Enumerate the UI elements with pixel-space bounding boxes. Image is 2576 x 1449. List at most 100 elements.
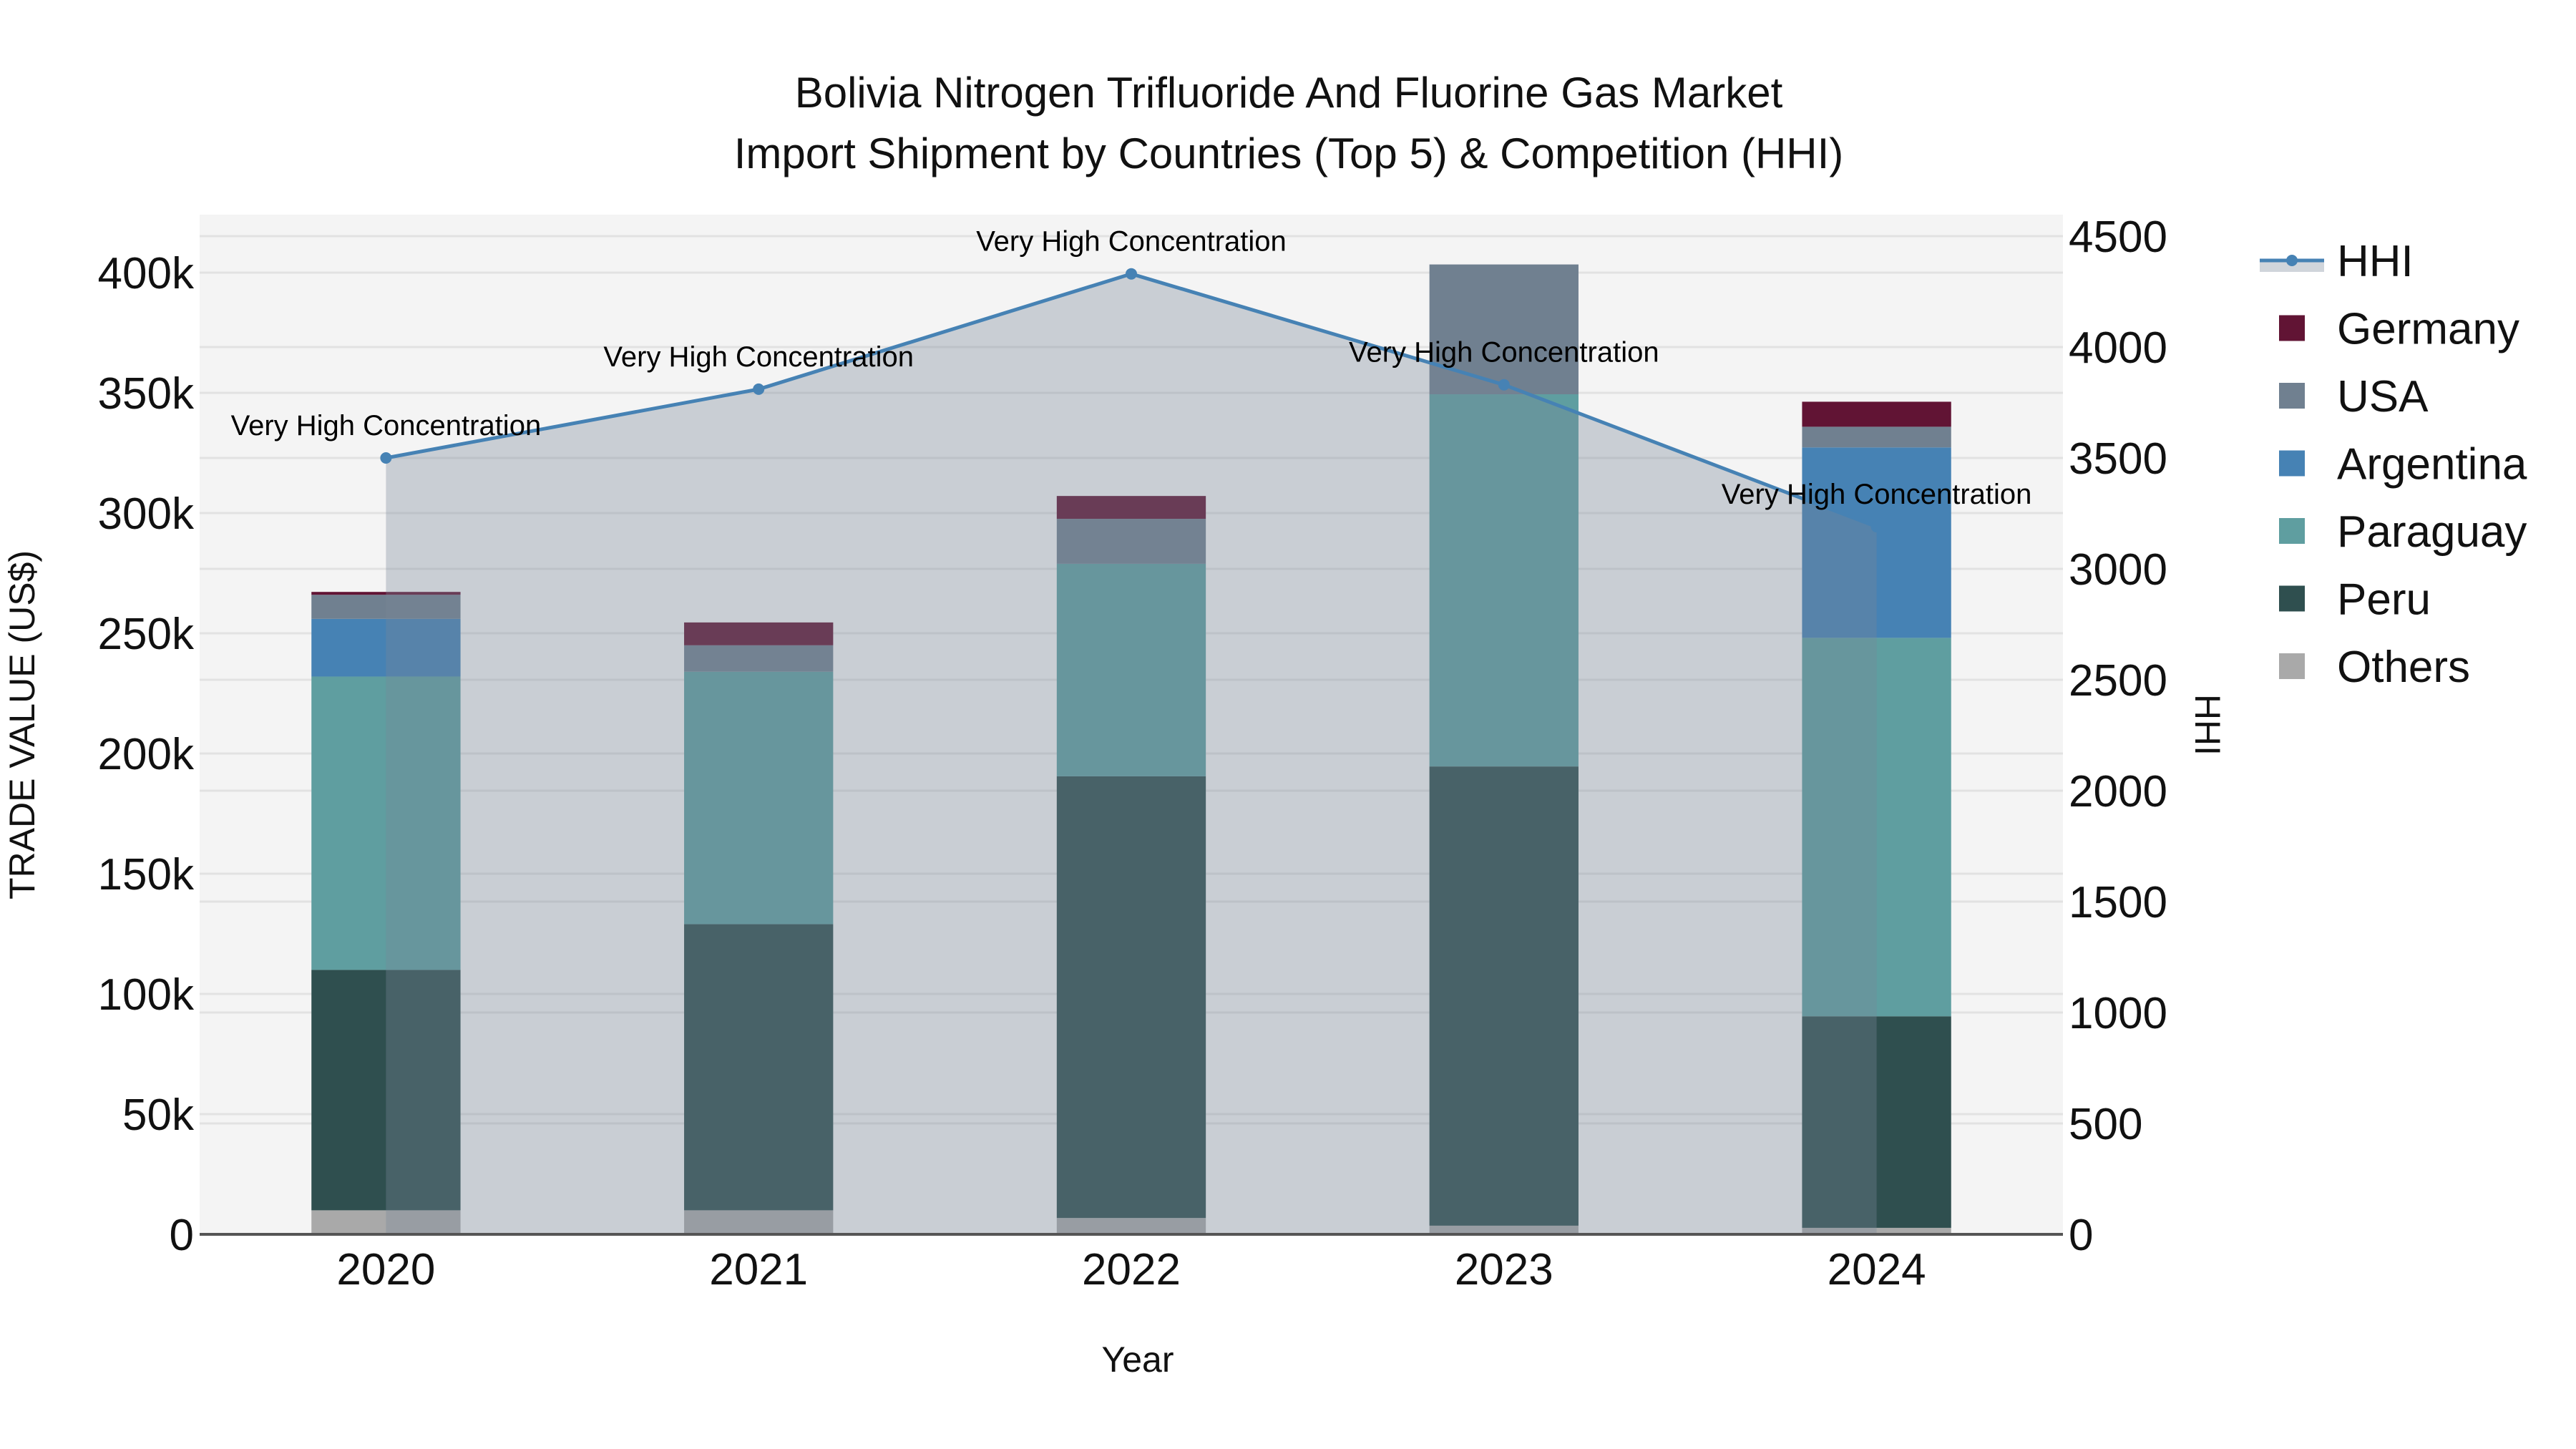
- bar-segment-usa[interactable]: [1802, 426, 1951, 448]
- legend-label: Paraguay: [2337, 507, 2527, 557]
- bar-segment-peru[interactable]: [311, 970, 461, 1211]
- hhi-annotation: Very High Concentration: [1349, 337, 1659, 369]
- bar-segment-germany[interactable]: [311, 592, 461, 595]
- legend-swatch-icon: [2279, 450, 2305, 477]
- bar-segment-peru[interactable]: [1802, 1016, 1951, 1228]
- y-tick-label: 100k: [98, 970, 195, 1020]
- y2-tick-label: 1000: [2069, 989, 2167, 1038]
- legend-item-paraguay[interactable]: Paraguay: [2279, 507, 2527, 557]
- stacked-bars: [311, 264, 1951, 1234]
- legend-item-peru[interactable]: Peru: [2279, 575, 2431, 625]
- legend-label: USA: [2337, 372, 2429, 421]
- bar-segment-peru[interactable]: [684, 924, 834, 1211]
- y2-tick-label: 1500: [2069, 878, 2167, 927]
- bar-segment-others[interactable]: [684, 1210, 834, 1234]
- bar-segment-peru[interactable]: [1429, 766, 1579, 1226]
- y2-tick-label: 500: [2069, 1100, 2142, 1149]
- bar-segment-paraguay[interactable]: [1056, 563, 1206, 776]
- bar-segment-germany[interactable]: [1056, 496, 1206, 519]
- bar-segment-germany[interactable]: [1802, 401, 1951, 427]
- y2-axis-title: HHI: [2187, 694, 2228, 756]
- bar-segment-paraguay[interactable]: [684, 671, 834, 924]
- bar-segment-paraguay[interactable]: [1429, 394, 1579, 767]
- y-tick-label: 350k: [98, 369, 195, 419]
- bar-segment-others[interactable]: [1429, 1225, 1579, 1234]
- legend-swatch-icon: [2279, 518, 2305, 544]
- legend-swatch-icon: [2279, 585, 2305, 612]
- legend-item-germany[interactable]: Germany: [2279, 305, 2519, 354]
- bar-stack-2020[interactable]: [311, 592, 461, 1234]
- hhi-marker-2021[interactable]: [753, 383, 765, 395]
- y2-tick-label: 0: [2069, 1211, 2093, 1260]
- legend-item-others[interactable]: Others: [2279, 643, 2470, 692]
- legend-swatch-icon: [2279, 653, 2305, 679]
- bar-segment-paraguay[interactable]: [1802, 638, 1951, 1017]
- x-tick-label: 2024: [1828, 1245, 1926, 1294]
- y-axis-title: TRADE VALUE (US$): [2, 550, 42, 899]
- hhi-annotation: Very High Concentration: [976, 226, 1287, 258]
- chart-title: Bolivia Nitrogen Trifluoride And Fluorin…: [795, 69, 1783, 117]
- hhi-marker-2024[interactable]: [1870, 521, 1883, 533]
- x-tick-label: 2023: [1455, 1245, 1553, 1294]
- bar-segment-usa[interactable]: [1056, 519, 1206, 564]
- y2-tick-label: 3500: [2069, 434, 2167, 484]
- bar-segment-others[interactable]: [1056, 1218, 1206, 1234]
- x-tick-label: 2021: [709, 1245, 808, 1294]
- hhi-series: [380, 268, 1883, 1235]
- bar-segment-usa[interactable]: [684, 645, 834, 672]
- bar-segment-others[interactable]: [311, 1210, 461, 1234]
- legend: HHI Germany USA Argentina Paraguay Peru Others: [2260, 237, 2527, 692]
- legend-label: Peru: [2337, 575, 2431, 625]
- hhi-annotation: Very High Concentration: [1722, 479, 2032, 510]
- y2-tick-label: 2000: [2069, 767, 2167, 816]
- y2-tick-label: 3000: [2069, 545, 2167, 595]
- y-axis-ticks: 0 50k 100k 150k 200k 250k 300k 350k 400k: [98, 249, 195, 1260]
- bar-segment-germany[interactable]: [684, 622, 834, 645]
- bar-segment-peru[interactable]: [1056, 776, 1206, 1219]
- hhi-marker-2020[interactable]: [380, 452, 392, 464]
- x-tick-label: 2020: [336, 1245, 435, 1294]
- chart-subtitle: Import Shipment by Countries (Top 5) & C…: [734, 130, 1844, 177]
- legend-swatch-icon: [2279, 315, 2305, 341]
- bar-stack-2024[interactable]: [1802, 401, 1951, 1234]
- legend-label: Argentina: [2337, 440, 2527, 489]
- y-tick-label: 300k: [98, 489, 195, 539]
- y-tick-label: 0: [170, 1211, 194, 1260]
- legend-label: HHI: [2337, 237, 2414, 286]
- x-axis-title: Year: [1101, 1340, 1174, 1380]
- legend-label: Germany: [2337, 305, 2519, 354]
- y-tick-label: 50k: [122, 1091, 195, 1140]
- y2-tick-label: 2500: [2069, 656, 2167, 706]
- hhi-marker-2022[interactable]: [1126, 268, 1137, 280]
- hhi-marker-2023[interactable]: [1498, 379, 1510, 391]
- bar-segment-usa[interactable]: [311, 595, 461, 619]
- bar-segment-paraguay[interactable]: [311, 676, 461, 970]
- y2-tick-label: 4000: [2069, 323, 2167, 373]
- legend-marker-icon: [2286, 255, 2298, 266]
- legend-item-argentina[interactable]: Argentina: [2279, 440, 2527, 489]
- legend-label: Others: [2337, 643, 2470, 692]
- legend-swatch-icon: [2279, 383, 2305, 409]
- bar-stack-2022[interactable]: [1056, 496, 1206, 1234]
- y-tick-label: 250k: [98, 610, 195, 659]
- hhi-annotation: Very High Concentration: [231, 410, 542, 441]
- legend-item-usa[interactable]: USA: [2279, 372, 2429, 421]
- bar-stack-2021[interactable]: [684, 622, 834, 1234]
- hhi-area: [386, 273, 1877, 1235]
- bar-segment-argentina[interactable]: [1802, 447, 1951, 638]
- hhi-annotations: Very High Concentration Very High Concent…: [231, 226, 2032, 510]
- hhi-annotation: Very High Concentration: [603, 341, 914, 373]
- bar-segment-argentina[interactable]: [311, 618, 461, 677]
- bar-segment-others[interactable]: [1802, 1227, 1951, 1234]
- y-tick-label: 200k: [98, 730, 195, 779]
- y2-tick-label: 4500: [2069, 213, 2167, 262]
- y-tick-label: 400k: [98, 249, 195, 298]
- legend-item-hhi[interactable]: HHI: [2260, 237, 2414, 286]
- bar-stack-2023[interactable]: [1429, 264, 1579, 1234]
- y2-axis-ticks: 0 500 1000 1500 2000 2500 3000 3500 4000 4500: [2069, 213, 2167, 1260]
- x-axis-ticks: 2020 2021 2022 2023 2024: [336, 1245, 1926, 1294]
- bar-segment-usa[interactable]: [1429, 264, 1579, 395]
- y-tick-label: 150k: [98, 850, 195, 899]
